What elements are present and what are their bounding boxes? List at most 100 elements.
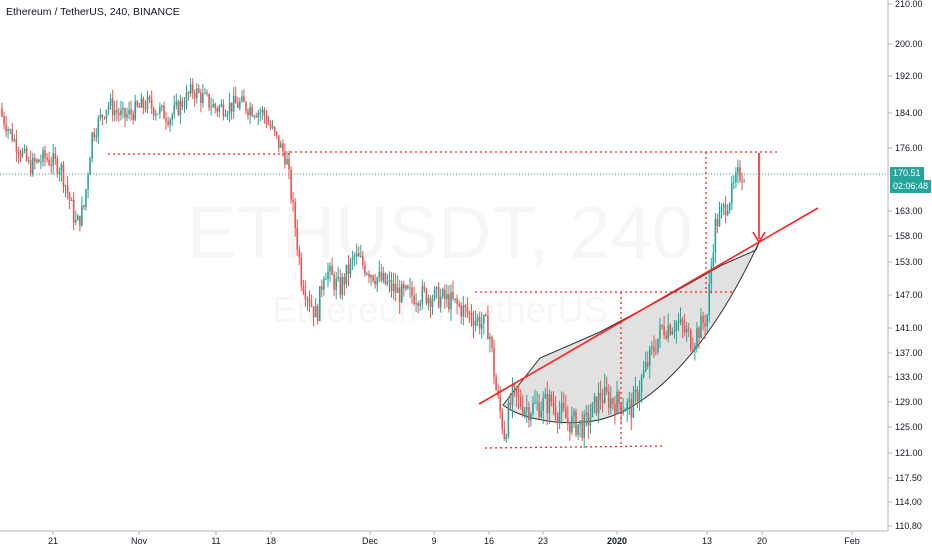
candle-body	[355, 253, 358, 256]
candle-body	[42, 150, 44, 162]
candle-body	[237, 103, 239, 108]
candle-body	[50, 164, 52, 166]
candle-body	[29, 160, 32, 175]
candle-body	[181, 100, 184, 107]
candle-body	[591, 402, 594, 417]
candle-body	[177, 101, 180, 115]
candle-body	[446, 294, 448, 300]
candle-body	[148, 96, 151, 100]
candle-body	[257, 112, 260, 118]
candle-body	[107, 105, 110, 110]
candle-body	[341, 277, 344, 296]
candle-body	[571, 415, 573, 433]
candle-body	[193, 93, 196, 99]
candle-body	[25, 148, 28, 161]
candle-body	[118, 112, 120, 116]
candle-body	[575, 411, 577, 435]
candle-body	[230, 102, 233, 112]
price-tick-label: 163.00	[895, 206, 923, 216]
last-price-tag: 170.51	[890, 167, 924, 180]
candle-body	[550, 394, 553, 404]
candle-body	[68, 193, 71, 201]
price-tick-label: 141.00	[895, 323, 923, 333]
candle-body	[478, 317, 481, 329]
candle-body	[597, 392, 600, 414]
candle-body	[155, 113, 157, 116]
candle-body	[632, 392, 635, 418]
candle-body	[698, 328, 700, 339]
candle-body	[489, 336, 491, 340]
candle-body	[417, 303, 419, 306]
candle-body	[323, 278, 325, 290]
candle-body	[450, 291, 452, 310]
candle-body	[255, 115, 257, 118]
candle-body	[245, 102, 247, 111]
candle-body	[679, 319, 682, 323]
candle-body	[368, 273, 370, 278]
candle-body	[79, 215, 81, 226]
candle-body	[536, 402, 538, 404]
candle-body	[9, 129, 11, 131]
candle-body	[163, 105, 165, 119]
countdown-tag: 02:06:48	[890, 180, 932, 193]
candle-body	[390, 280, 393, 291]
candle-body	[360, 256, 362, 258]
candle-body	[273, 126, 276, 132]
candle-body	[634, 389, 637, 393]
candle-body	[726, 210, 729, 216]
candle-body	[11, 129, 13, 141]
candle-body	[226, 113, 229, 116]
candle-body	[364, 264, 366, 274]
candle-body	[124, 108, 126, 118]
time-tick-label: Dec	[362, 536, 379, 546]
candle-body	[439, 296, 442, 308]
candle-body	[651, 346, 653, 349]
candle-body	[622, 411, 624, 414]
candle-body	[694, 345, 696, 351]
price-axis[interactable]: 210.00 200.00 192.00 184.00 176.00 163.00 158.…	[888, 0, 923, 531]
time-axis[interactable]: 21 Nov 11 18 Dec 9 16 23 2020 13 20 Feb	[48, 531, 860, 546]
candle-body	[15, 138, 18, 152]
candle-body	[304, 292, 307, 300]
candle-body	[91, 132, 93, 159]
candle-body	[56, 158, 59, 174]
price-tick-label: 192.00	[895, 71, 923, 81]
candle-body	[40, 161, 42, 163]
candle-body	[735, 172, 737, 182]
candle-body	[646, 362, 649, 366]
candle-body	[374, 280, 376, 285]
candle-body	[562, 403, 565, 409]
candle-body	[296, 228, 298, 250]
candle-body	[116, 110, 118, 113]
candle-body	[66, 185, 69, 194]
candle-body	[200, 92, 202, 103]
candle-body	[419, 303, 421, 306]
price-tick-label: 125.00	[895, 422, 923, 432]
candle-body	[349, 260, 352, 275]
candle-body	[413, 295, 415, 304]
candle-body	[499, 395, 501, 412]
candle-body	[241, 96, 243, 102]
time-tick-label: 21	[48, 536, 58, 546]
candle-body	[444, 289, 446, 300]
candle-body	[665, 335, 667, 339]
candle-body	[81, 205, 83, 226]
candle-body	[239, 101, 241, 108]
candle-body	[618, 391, 620, 404]
candle-body	[642, 370, 645, 377]
candle-body	[113, 110, 116, 116]
candle-body	[718, 211, 721, 227]
candle-body	[495, 376, 497, 391]
candle-body	[27, 160, 30, 162]
candle-body	[524, 409, 526, 415]
time-tick-label: 11	[211, 536, 220, 546]
candle-body	[733, 182, 735, 184]
price-tick-label: 200.00	[895, 39, 923, 49]
candle-body	[624, 410, 626, 412]
candle-body	[128, 109, 130, 115]
candle-body	[398, 287, 401, 303]
candle-body	[288, 159, 290, 170]
candle-body	[23, 148, 26, 151]
candle-body	[507, 402, 510, 437]
